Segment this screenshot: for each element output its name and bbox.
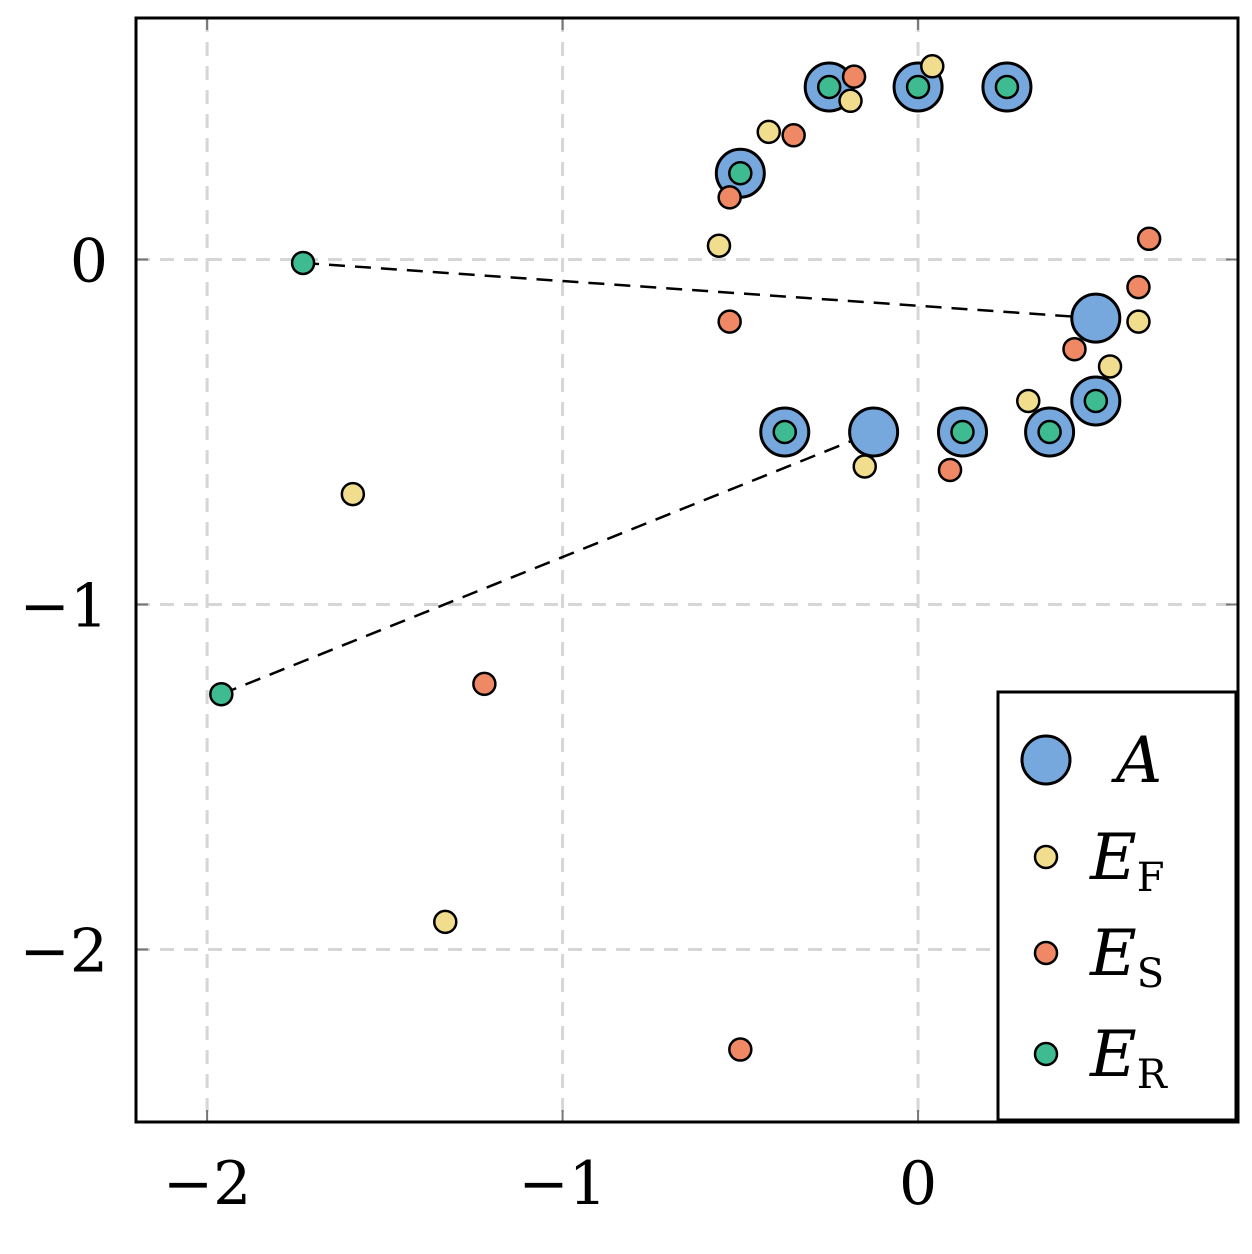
data-point — [950, 419, 975, 445]
data-point — [756, 119, 782, 145]
dashed-connector-line — [220, 430, 875, 696]
data-point — [905, 74, 931, 100]
data-point — [1016, 388, 1041, 414]
series-e-s — [472, 64, 1162, 1062]
data-point — [1037, 419, 1062, 445]
data-point — [1097, 354, 1123, 379]
data-point — [937, 457, 963, 483]
data-point — [852, 454, 877, 479]
legend-marker — [1033, 844, 1059, 870]
data-point — [1070, 292, 1122, 344]
y-tick-label: 0 — [70, 227, 108, 297]
dashed-connector-line — [302, 261, 1096, 320]
legend-marker — [1020, 734, 1072, 786]
data-point — [290, 250, 316, 276]
connector-lines — [220, 261, 1096, 696]
data-point — [848, 406, 900, 458]
data-point — [1126, 309, 1151, 334]
data-point — [838, 88, 863, 114]
data-point — [728, 161, 753, 186]
plot-frame — [134, 16, 1240, 1124]
y-tick-label: −2 — [20, 917, 108, 987]
legend-label: ES — [1089, 917, 1164, 997]
data-point — [1062, 336, 1087, 362]
tick-labels: −2 −1 0 0 −1 −2 — [20, 227, 938, 1220]
data-point — [816, 74, 842, 100]
series-e-f — [340, 54, 1151, 935]
data-point — [1126, 274, 1151, 300]
data-point — [717, 185, 742, 210]
x-tick-label: −1 — [518, 1149, 606, 1219]
data-point — [994, 74, 1020, 100]
data-point — [841, 64, 867, 89]
data-point — [1083, 388, 1109, 414]
data-point — [1136, 226, 1162, 252]
data-point — [920, 54, 945, 79]
legend-label: ER — [1089, 1018, 1169, 1098]
legend-marker — [1033, 1041, 1059, 1067]
data-point — [772, 419, 798, 445]
data-point — [781, 123, 806, 148]
legend: A EF ES ER — [996, 690, 1238, 1122]
legend-marker — [1033, 940, 1059, 966]
data-point — [728, 1037, 753, 1062]
x-tick-label: 0 — [899, 1149, 937, 1219]
data-point — [340, 481, 366, 507]
data-point — [472, 671, 497, 697]
legend-label: EF — [1089, 821, 1164, 901]
data-point — [433, 909, 458, 935]
data-point — [706, 233, 732, 258]
x-tick-label: −2 — [163, 1149, 251, 1219]
data-points — [209, 54, 1162, 1062]
data-point — [717, 309, 742, 334]
series-e-r — [209, 74, 1109, 707]
y-tick-label: −1 — [20, 572, 108, 642]
legend-label: A — [1111, 724, 1162, 798]
data-point — [209, 681, 234, 707]
